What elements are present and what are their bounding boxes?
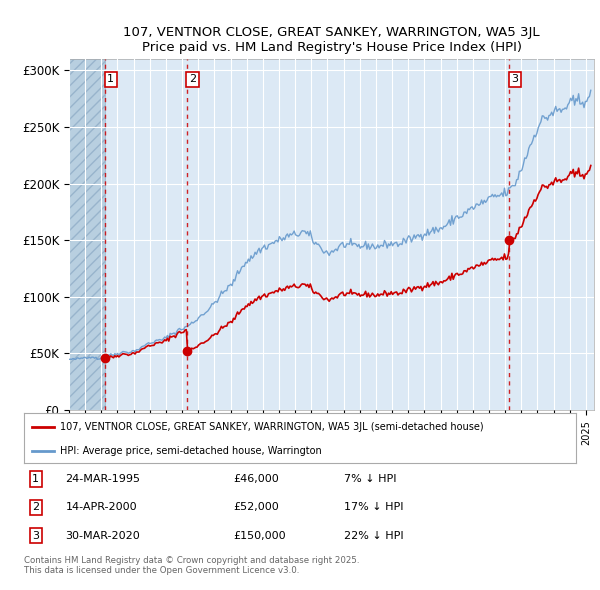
Bar xyxy=(69,59,105,410)
Text: £150,000: £150,000 xyxy=(234,531,286,540)
Text: £52,000: £52,000 xyxy=(234,503,280,512)
Text: 107, VENTNOR CLOSE, GREAT SANKEY, WARRINGTON, WA5 3JL (semi-detached house): 107, VENTNOR CLOSE, GREAT SANKEY, WARRIN… xyxy=(60,421,484,431)
Text: 3: 3 xyxy=(32,531,39,540)
Text: £46,000: £46,000 xyxy=(234,474,280,484)
Text: 7% ↓ HPI: 7% ↓ HPI xyxy=(344,474,397,484)
Text: 1: 1 xyxy=(107,74,114,84)
Text: 2: 2 xyxy=(189,74,196,84)
Title: 107, VENTNOR CLOSE, GREAT SANKEY, WARRINGTON, WA5 3JL
Price paid vs. HM Land Reg: 107, VENTNOR CLOSE, GREAT SANKEY, WARRIN… xyxy=(123,26,540,54)
Text: 1: 1 xyxy=(32,474,39,484)
Text: 3: 3 xyxy=(512,74,518,84)
Text: 2: 2 xyxy=(32,503,40,512)
Text: Contains HM Land Registry data © Crown copyright and database right 2025.
This d: Contains HM Land Registry data © Crown c… xyxy=(24,556,359,575)
Text: 30-MAR-2020: 30-MAR-2020 xyxy=(65,531,140,540)
Text: 14-APR-2000: 14-APR-2000 xyxy=(65,503,137,512)
Text: 22% ↓ HPI: 22% ↓ HPI xyxy=(344,531,404,540)
Text: 17% ↓ HPI: 17% ↓ HPI xyxy=(344,503,404,512)
Text: HPI: Average price, semi-detached house, Warrington: HPI: Average price, semi-detached house,… xyxy=(60,445,322,455)
Text: 24-MAR-1995: 24-MAR-1995 xyxy=(65,474,140,484)
